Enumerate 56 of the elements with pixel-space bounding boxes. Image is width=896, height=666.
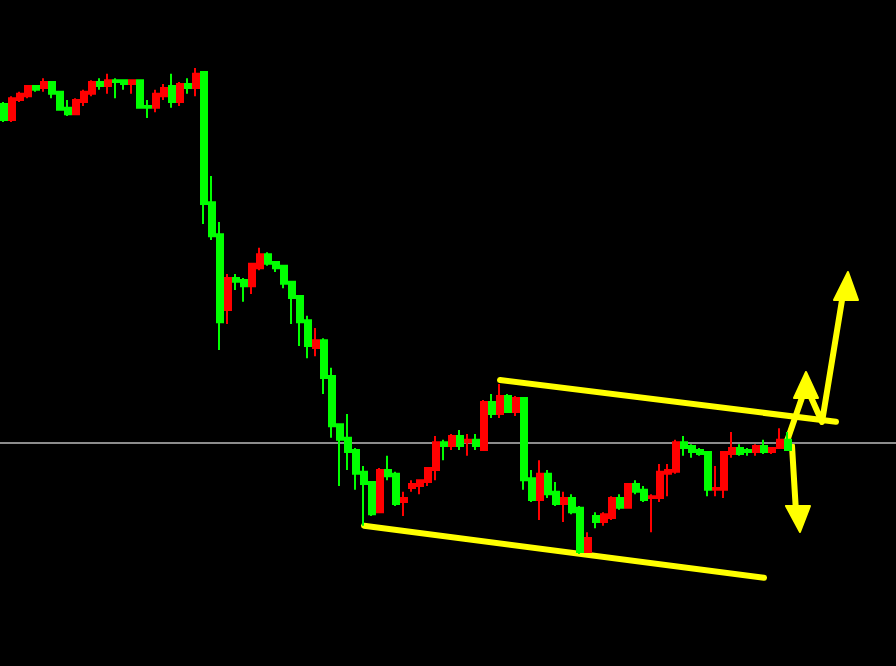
candlestick [464,432,472,457]
candlestick [624,483,632,509]
candlestick [752,443,760,457]
candlestick [632,479,640,496]
candlestick [312,327,320,358]
candlestick [176,81,184,107]
candlestick [688,443,696,459]
candlestick [264,251,272,267]
candlestick [24,84,32,100]
candlestick [96,77,104,91]
candlestick [8,95,16,123]
candlestick [64,99,72,118]
candlestick [400,490,408,518]
candlestick [680,434,688,457]
candlestick [488,393,496,419]
candlestick [408,479,416,493]
candlestick [128,79,136,95]
candlestick [456,429,464,451]
candlestick [120,79,128,91]
candlestick [480,398,488,451]
candlestick [32,84,40,93]
candlestick [88,79,96,98]
candlestick [440,438,448,462]
candlestick [104,72,112,95]
candlestick [640,484,648,503]
candlestick [224,273,232,326]
candlestick [784,431,792,451]
candlestick [760,438,768,455]
candlestick [744,447,752,457]
candlestick [560,490,568,523]
candlestick [504,393,512,414]
candlestick [80,88,88,107]
candlestick [584,531,592,554]
candlestick [448,432,456,451]
candlestick [168,72,176,109]
candlestick [592,511,600,530]
candlestick [536,459,544,521]
candlestick [192,67,200,98]
candlestick [72,97,80,116]
candlestick [40,77,48,93]
candlestick [704,450,712,498]
candlestick [152,88,160,114]
candlestick [432,434,440,482]
candlestick [472,432,480,451]
candlestick [616,493,624,511]
candlestick [776,427,784,450]
candlestick [240,276,248,303]
candlestick [184,77,192,95]
candlestick [112,77,120,100]
candlestick [496,382,504,419]
candlestick [608,495,616,521]
candlestick [544,468,552,500]
candlestick [512,395,520,417]
candlestick [0,101,8,123]
candlestick [736,443,744,457]
candlestick [376,466,384,514]
